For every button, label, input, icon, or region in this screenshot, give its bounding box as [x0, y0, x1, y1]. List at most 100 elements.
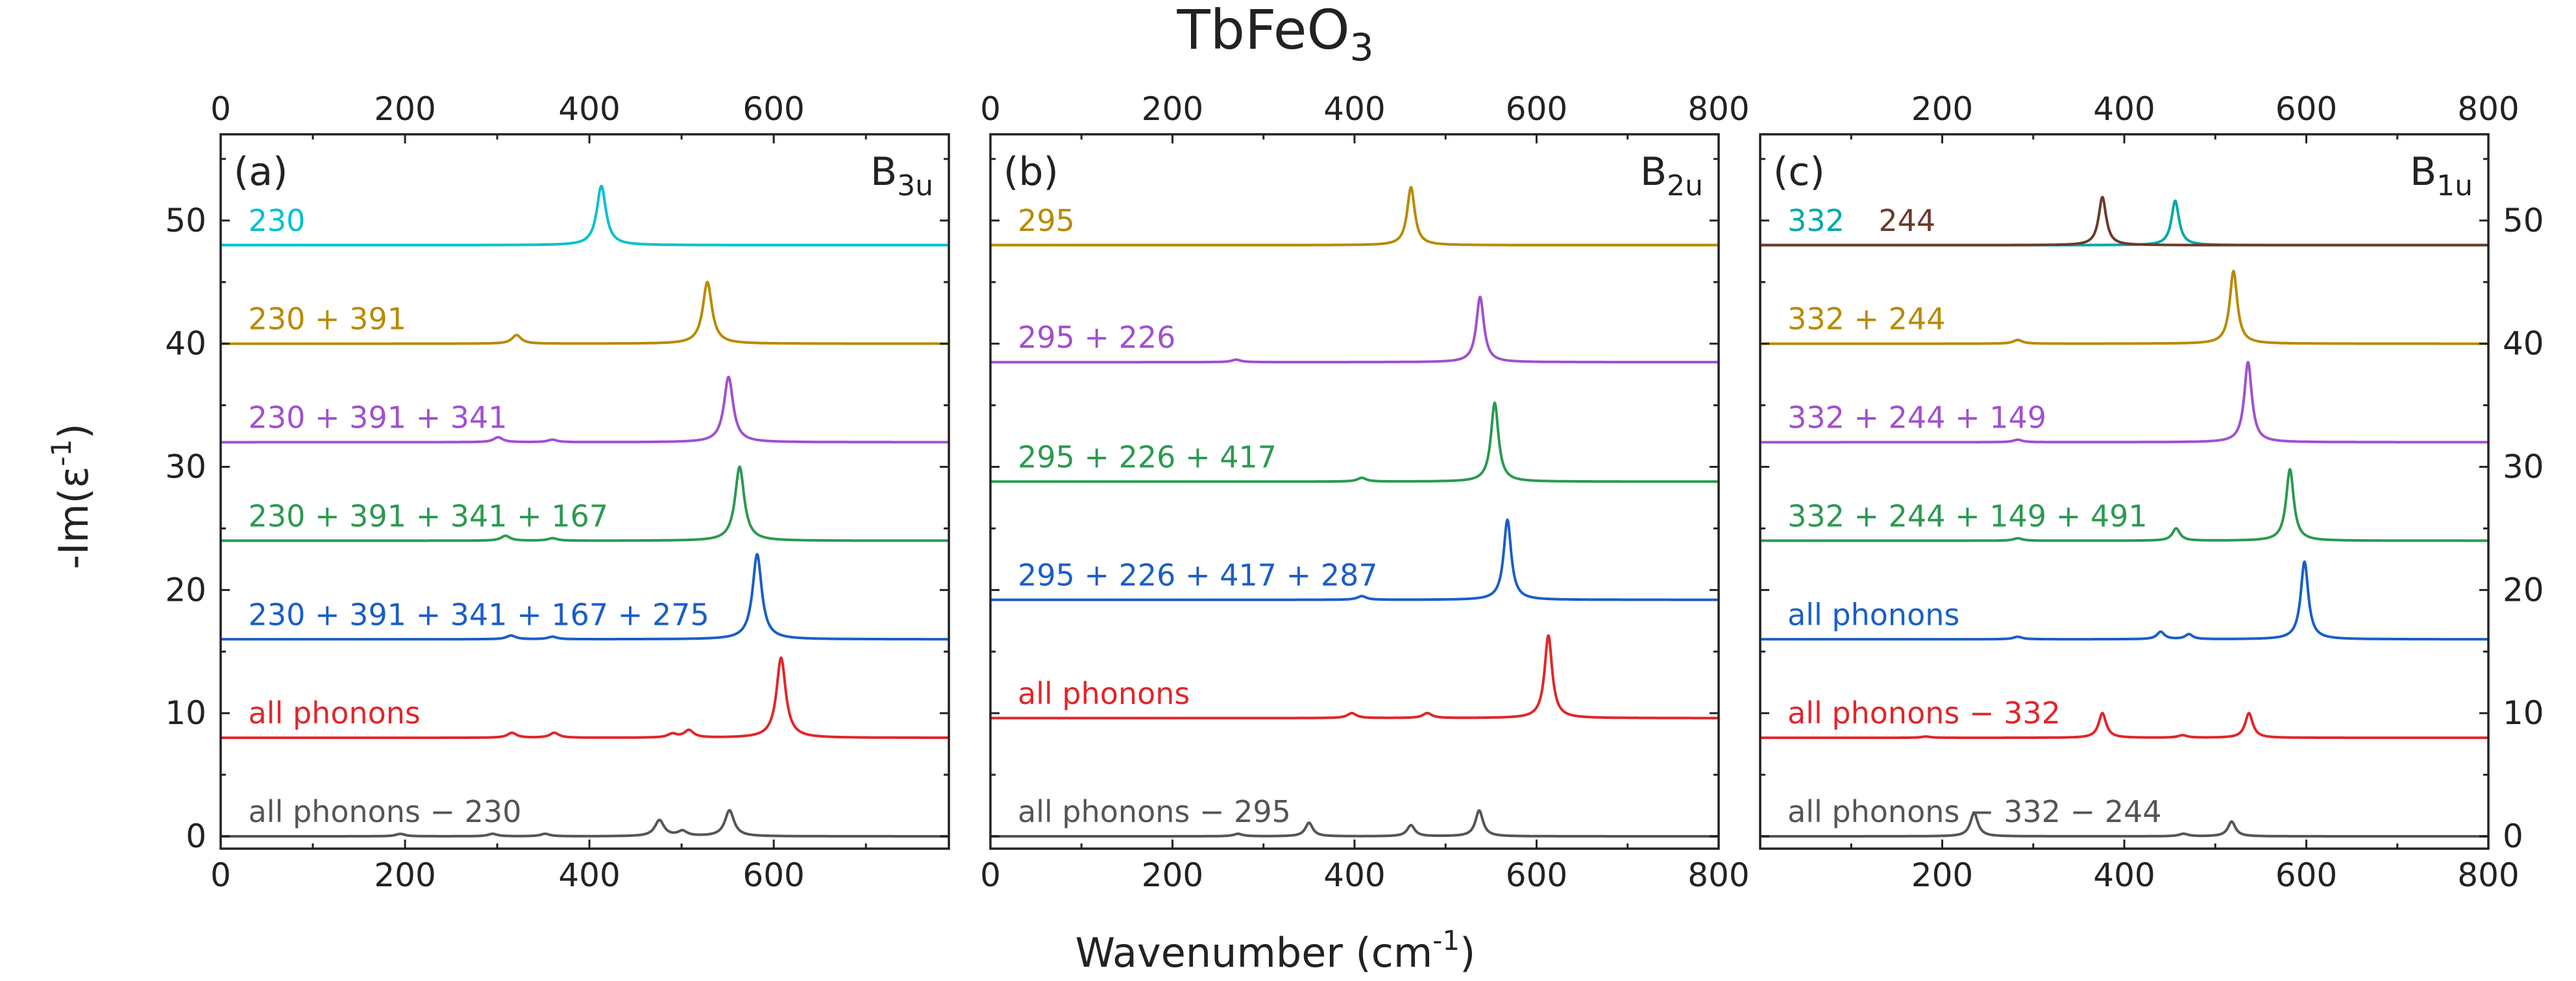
symmetry-label: B3u — [870, 149, 933, 202]
y-tick-label-right: 20 — [2503, 571, 2544, 609]
x-tick-label-top: 200 — [1142, 90, 1203, 128]
series-line-2-2 — [1759, 269, 2490, 345]
y-tick-label-left: 20 — [165, 571, 206, 609]
series-line-0-4 — [219, 553, 950, 641]
x-tick-label-top: 800 — [2457, 90, 2519, 128]
x-tick-label-top: 400 — [1323, 90, 1385, 128]
panel-label: (c) — [1773, 149, 1825, 195]
x-tick-label-bottom: 400 — [1323, 856, 1385, 894]
x-tick-label-top: 0 — [210, 90, 231, 128]
series-label-2-7: all phonons − 332 − 244 — [1787, 794, 2161, 829]
x-tick-label-top: 400 — [2093, 90, 2155, 128]
y-tick-label-left: 10 — [165, 694, 206, 732]
series-line-0-6 — [219, 808, 950, 838]
x-tick-label-bottom: 0 — [980, 856, 1001, 894]
x-tick-label-top: 600 — [1506, 90, 1567, 128]
panel-label: (b) — [1003, 149, 1059, 195]
panels: 230 230 + 391 230 + 391 + 341 230 + 391 + 3… — [165, 90, 2544, 894]
x-tick-label-top: 600 — [2275, 90, 2337, 128]
series-line-2-7 — [1759, 811, 2490, 838]
series-label-1-2: 295 + 226 + 417 — [1018, 439, 1277, 474]
series-label-2-3: 332 + 244 + 149 — [1787, 400, 2046, 435]
x-tick-label-bottom: 0 — [210, 856, 231, 894]
x-tick-label-bottom: 600 — [742, 856, 804, 894]
panel-c: 332 244 332 + 244 332 + 244 + 149 332 + 244 … — [1759, 90, 2544, 894]
x-axis-label-end: ) — [1460, 929, 1475, 976]
y-axis-label: -Im(ε-1) — [45, 424, 97, 570]
series-line-2-4 — [1759, 468, 2490, 542]
y-tick-label-left: 40 — [165, 325, 206, 363]
panel-b: 295 295 + 226 295 + 226 + 417 295 + 226 + 4… — [980, 90, 1750, 894]
series-label-1-4: all phonons — [1018, 676, 1190, 711]
symmetry-label-sub: 1u — [2436, 169, 2473, 202]
series-line-1-4 — [989, 634, 1720, 720]
y-axis-label-main: -Im(ε — [50, 466, 97, 570]
x-tick-label-bottom: 800 — [1687, 856, 1749, 894]
plot-frame — [1759, 133, 2490, 850]
series-label-0-1: 230 + 391 — [249, 302, 406, 337]
series-label-1-0: 295 — [1018, 203, 1075, 238]
x-tick-label-bottom: 600 — [1506, 856, 1567, 894]
series-label-1-3: 295 + 226 + 417 + 287 — [1018, 558, 1378, 593]
y-axis-label-sup: -1 — [45, 439, 77, 466]
series-line-2-0 — [1759, 199, 2490, 247]
x-axis-label-main: Wavenumber (cm — [1075, 929, 1433, 976]
symmetry-label-sub: 3u — [897, 169, 933, 202]
x-tick-label-top: 400 — [558, 90, 620, 128]
x-tick-label-bottom: 200 — [374, 856, 435, 894]
x-axis-label: Wavenumber (cm-1) — [1075, 925, 1476, 976]
series-label-0-5: all phonons — [249, 696, 421, 731]
x-tick-label-top: 0 — [980, 90, 1001, 128]
x-tick-label-bottom: 600 — [2275, 856, 2337, 894]
series-label-2-2: 332 + 244 — [1787, 302, 1945, 337]
chart-title-main: TbFeO — [1176, 0, 1349, 62]
y-tick-label-right: 40 — [2503, 325, 2544, 363]
symmetry-label-main: B — [2410, 149, 2436, 195]
y-tick-label-left: 0 — [186, 818, 206, 855]
series-label-2-0: 332 — [1787, 203, 1845, 238]
series-label-0-0: 230 — [249, 203, 306, 238]
symmetry-label-sub: 2u — [1667, 169, 1703, 202]
series-line-2-3 — [1759, 361, 2490, 444]
symmetry-label: B1u — [2410, 149, 2473, 202]
plot-frame — [219, 133, 950, 850]
y-axis-label-end: ) — [50, 424, 97, 439]
x-tick-label-top: 600 — [742, 90, 804, 128]
series-line-1-3 — [989, 518, 1720, 601]
series-line-0-1 — [219, 280, 950, 345]
series-label-0-6: all phonons − 230 — [249, 794, 522, 829]
series-label-2-4: 332 + 244 + 149 + 491 — [1787, 498, 2148, 533]
y-tick-label-right: 50 — [2503, 202, 2544, 239]
x-tick-label-top: 200 — [1911, 90, 1973, 128]
series-label-0-4: 230 + 391 + 341 + 167 + 275 — [249, 597, 709, 632]
series-line-2-6 — [1759, 712, 2490, 740]
series-label-1-1: 295 + 226 — [1018, 320, 1175, 355]
panel-label: (a) — [234, 149, 288, 195]
symmetry-label-main: B — [870, 149, 897, 195]
x-tick-label-bottom: 400 — [2093, 856, 2155, 894]
y-tick-label-left: 30 — [165, 448, 206, 486]
series-line-1-1 — [989, 295, 1720, 364]
series-line-2-1 — [1759, 195, 2490, 247]
series-line-0-0 — [219, 184, 950, 247]
x-tick-label-bottom: 400 — [558, 856, 620, 894]
series-line-1-2 — [989, 401, 1720, 483]
series-label-0-2: 230 + 391 + 341 — [249, 400, 508, 435]
chart-title: TbFeO3 — [1176, 0, 1373, 69]
series-label-2-6: all phonons − 332 — [1787, 696, 2061, 731]
panel-a: 230 230 + 391 230 + 391 + 341 230 + 391 + 3… — [165, 90, 950, 894]
series-line-1-0 — [989, 186, 1720, 247]
series-line-1-5 — [989, 809, 1720, 838]
x-tick-label-top: 800 — [1687, 90, 1749, 128]
symmetry-label-main: B — [1640, 149, 1667, 195]
series-label-1-5: all phonons − 295 — [1018, 794, 1291, 829]
series-line-0-3 — [219, 465, 950, 542]
series-line-2-5 — [1759, 560, 2490, 641]
symmetry-label: B2u — [1640, 149, 1703, 202]
x-tick-label-bottom: 200 — [1142, 856, 1203, 894]
y-tick-label-left: 50 — [165, 202, 206, 239]
x-tick-label-top: 200 — [374, 90, 435, 128]
series-line-0-2 — [219, 376, 950, 444]
x-tick-label-bottom: 800 — [2457, 856, 2519, 894]
